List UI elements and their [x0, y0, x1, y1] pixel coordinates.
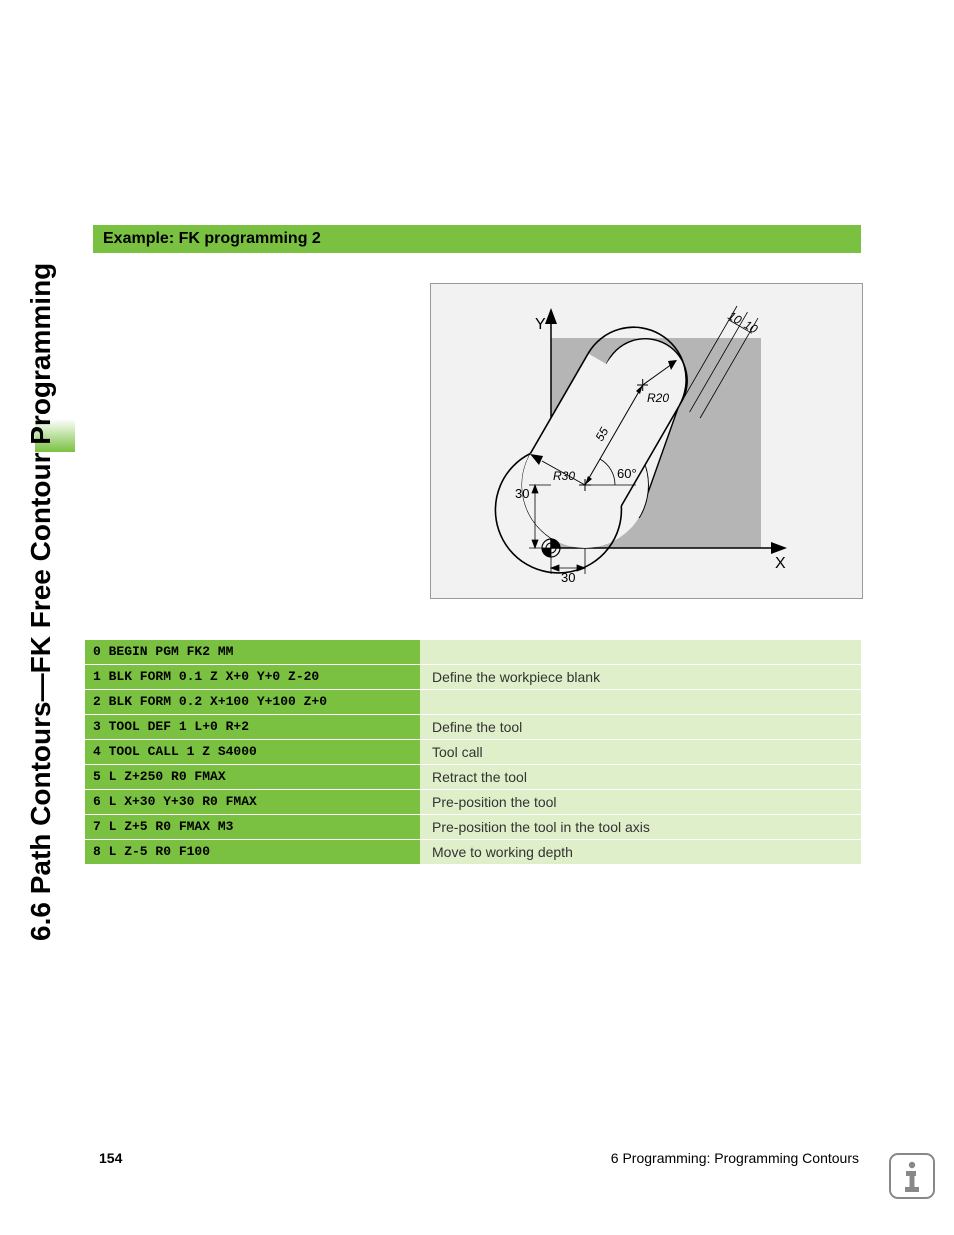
nc-code-table: 0 BEGIN PGM FK2 MM1 BLK FORM 0.1 Z X+0 Y… — [85, 640, 861, 865]
example-title-bar: Example: FK programming 2 — [93, 225, 861, 253]
code-cell: 6 L X+30 Y+30 R0 FMAX — [85, 790, 420, 814]
desc-cell: Move to working depth — [420, 840, 861, 864]
desc-cell: Retract the tool — [420, 765, 861, 789]
dim-y30-label: 30 — [515, 486, 529, 501]
code-row: 4 TOOL CALL 1 Z S4000Tool call — [85, 740, 861, 764]
code-cell: 7 L Z+5 R0 FMAX M3 — [85, 815, 420, 839]
dim-10b: 10 — [742, 317, 761, 336]
desc-cell: Pre-position the tool — [420, 790, 861, 814]
x-axis-arrow — [771, 542, 787, 554]
desc-cell: Pre-position the tool in the tool axis — [420, 815, 861, 839]
desc-cell: Define the workpiece blank — [420, 665, 861, 689]
side-section-title: 6.6 Path Contours—FK Free Contour Progra… — [25, 111, 65, 941]
dim-10a: 10 — [726, 308, 745, 327]
desc-cell — [420, 640, 861, 664]
code-cell: 1 BLK FORM 0.1 Z X+0 Y+0 Z-20 — [85, 665, 420, 689]
dim-x30-label: 30 — [561, 570, 575, 585]
fk-diagram: Y X — [430, 283, 863, 599]
dim-r20: R20 — [647, 391, 669, 405]
code-cell: 5 L Z+250 R0 FMAX — [85, 765, 420, 789]
code-cell: 0 BEGIN PGM FK2 MM — [85, 640, 420, 664]
code-row: 7 L Z+5 R0 FMAX M3Pre-position the tool … — [85, 815, 861, 839]
desc-cell: Define the tool — [420, 715, 861, 739]
code-row: 1 BLK FORM 0.1 Z X+0 Y+0 Z-20Define the … — [85, 665, 861, 689]
code-cell: 8 L Z-5 R0 F100 — [85, 840, 420, 864]
code-cell: 3 TOOL DEF 1 L+0 R+2 — [85, 715, 420, 739]
code-row: 3 TOOL DEF 1 L+0 R+2Define the tool — [85, 715, 861, 739]
code-row: 6 L X+30 Y+30 R0 FMAXPre-position the to… — [85, 790, 861, 814]
example-title-text: Example: FK programming 2 — [103, 230, 321, 248]
code-row: 0 BEGIN PGM FK2 MM — [85, 640, 861, 664]
fk-diagram-svg: Y X — [431, 284, 862, 598]
dim-60: 60° — [617, 466, 637, 481]
page-number: 154 — [99, 1150, 122, 1166]
desc-cell — [420, 690, 861, 714]
info-icon — [888, 1152, 936, 1200]
code-row: 2 BLK FORM 0.2 X+100 Y+100 Z+0 — [85, 690, 861, 714]
code-row: 8 L Z-5 R0 F100Move to working depth — [85, 840, 861, 864]
desc-cell: Tool call — [420, 740, 861, 764]
y-axis-label: Y — [535, 316, 546, 333]
dim-r30: R30 — [553, 469, 575, 483]
page-footer: 154 6 Programming: Programming Contours — [99, 1150, 859, 1166]
code-row: 5 L Z+250 R0 FMAXRetract the tool — [85, 765, 861, 789]
code-cell: 4 TOOL CALL 1 Z S4000 — [85, 740, 420, 764]
y-axis-arrow — [545, 308, 557, 324]
x-axis-label: X — [775, 555, 786, 572]
chapter-title: 6 Programming: Programming Contours — [611, 1150, 859, 1166]
code-cell: 2 BLK FORM 0.2 X+100 Y+100 Z+0 — [85, 690, 420, 714]
